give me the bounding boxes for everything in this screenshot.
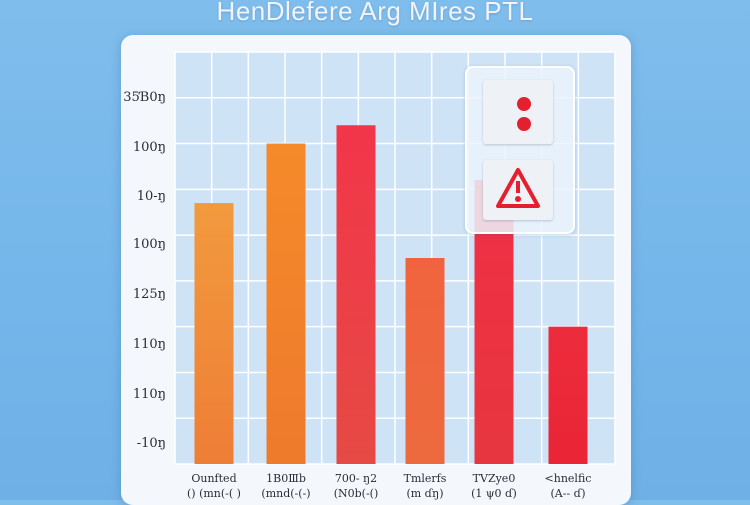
bar-2 xyxy=(266,143,306,465)
chart-title: HenDlefere Arg MIres PTL xyxy=(216,0,534,26)
bar-1 xyxy=(194,203,234,465)
y-tick-label: 110ŋ xyxy=(133,387,166,402)
legend-card xyxy=(465,66,575,234)
x-tick-label: <hnelfic xyxy=(545,472,592,485)
bar-6 xyxy=(548,326,588,464)
y-tick-label: 10-ŋ xyxy=(137,189,166,204)
x-tick-label: (A-- ɗ) xyxy=(551,487,586,500)
x-tick-label: (1 ψ0 ɗ) xyxy=(471,487,517,500)
x-tick-label: (m ɗŋ) xyxy=(406,487,443,500)
x-tick-label: Tmlerfs xyxy=(404,472,447,485)
warning-icon xyxy=(496,168,540,208)
x-tick-label: TVZye0 xyxy=(473,472,516,485)
legend-item-warning xyxy=(483,160,553,220)
bar-4 xyxy=(405,258,445,464)
x-tick-label: Ounfted xyxy=(191,472,236,485)
y-tick-label: 110ŋ xyxy=(133,337,166,352)
y-tick-label: 100ŋ xyxy=(133,140,166,155)
x-tick-label: (N0b(-() xyxy=(334,487,379,500)
y-tick-label: 125ŋ xyxy=(133,287,166,302)
y-tick-label: 35Ɓ0ŋ xyxy=(123,90,166,105)
x-tick-label: 700- ŋ2 xyxy=(335,472,377,485)
legend-item-dots xyxy=(483,80,553,144)
x-tick-label: () (mn(-( ) xyxy=(187,487,241,500)
dots-icon xyxy=(517,97,531,131)
y-tick-label: 100ŋ xyxy=(133,237,166,252)
x-tick-label: (mnd(-(-) xyxy=(261,487,310,500)
y-tick-label: -10ŋ xyxy=(137,436,166,451)
bar-3 xyxy=(336,125,376,464)
x-tick-label: 1B0Ⅲb xyxy=(266,472,306,485)
